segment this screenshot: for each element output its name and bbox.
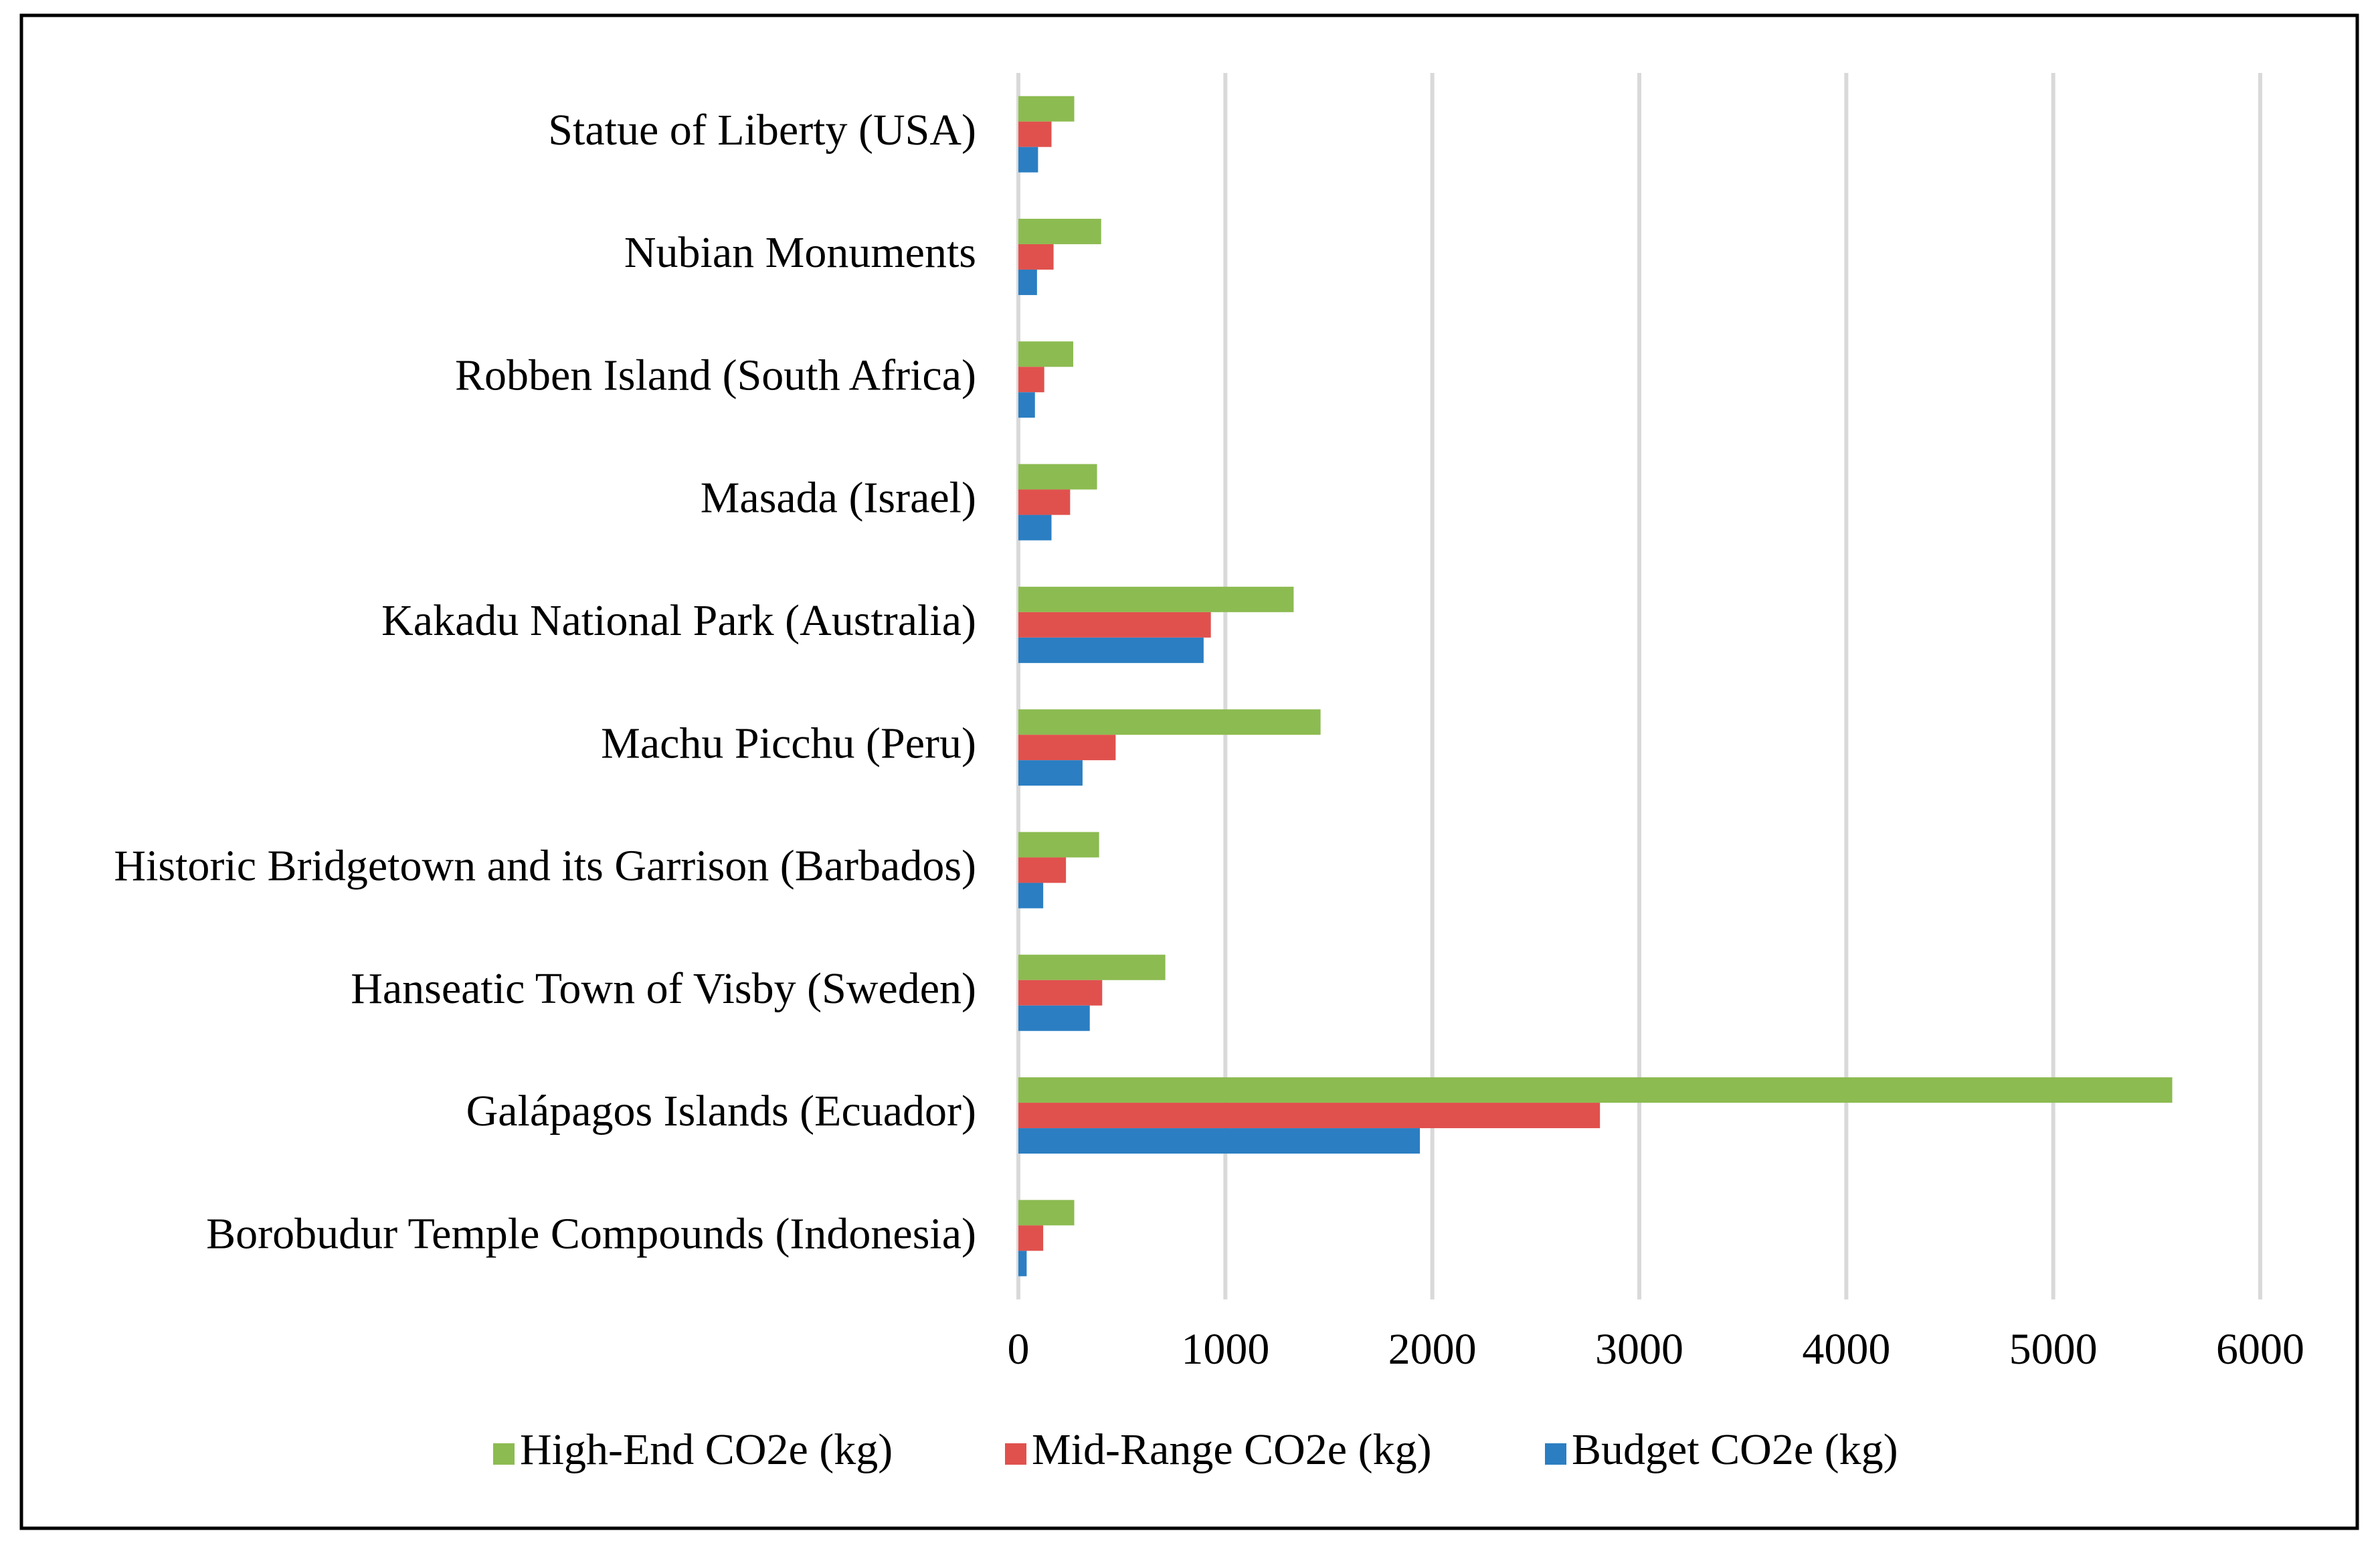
- bar: [1018, 515, 1052, 541]
- y-tick-label: Masada (Israel): [701, 474, 976, 523]
- y-tick-label: Kakadu National Park (Australia): [381, 596, 976, 645]
- bar: [1018, 1128, 1421, 1154]
- bar: [1018, 857, 1067, 883]
- bar: [1018, 883, 1044, 909]
- bar: [1018, 392, 1035, 418]
- bar: [1018, 709, 1321, 735]
- x-tick-label: 6000: [2216, 1325, 2304, 1374]
- y-tick-label: Nubian Monuments: [624, 228, 976, 277]
- legend-swatch: [1005, 1443, 1026, 1465]
- x-tick-label: 1000: [1181, 1325, 1269, 1374]
- bar: [1018, 1225, 1044, 1251]
- x-tick-label: 3000: [1595, 1325, 1683, 1374]
- y-tick-label: Hanseatic Town of Visby (Sweden): [351, 964, 976, 1013]
- bar: [1018, 637, 1204, 663]
- bar: [1018, 980, 1103, 1006]
- bar: [1018, 244, 1054, 270]
- legend-label: Budget CO2e (kg): [1572, 1425, 1898, 1474]
- y-tick-label: Galápagos Islands (Ecuador): [466, 1087, 976, 1135]
- bar: [1018, 341, 1073, 367]
- bar: [1018, 1251, 1027, 1277]
- x-tick-label: 2000: [1388, 1325, 1477, 1374]
- bar: [1018, 96, 1075, 122]
- y-tick-label: Statue of Liberty (USA): [548, 106, 976, 155]
- bar: [1018, 367, 1044, 393]
- bar: [1018, 1005, 1090, 1031]
- y-tick-label: Machu Picchu (Peru): [601, 719, 976, 767]
- legend-swatch: [1545, 1443, 1566, 1465]
- bar: [1018, 121, 1052, 147]
- bar: [1018, 147, 1038, 173]
- bar: [1018, 832, 1099, 858]
- legend-swatch: [493, 1443, 515, 1465]
- x-tick-label: 5000: [2009, 1325, 2098, 1374]
- bar: [1018, 760, 1083, 786]
- chart-frame: [19, 13, 2359, 1530]
- legend-label: High-End CO2e (kg): [520, 1425, 893, 1474]
- bar: [1018, 1077, 2173, 1103]
- x-tick-label: 4000: [1802, 1325, 1890, 1374]
- x-tick-label: 0: [1008, 1325, 1030, 1374]
- bar: [1018, 218, 1101, 244]
- bar: [1018, 1200, 1075, 1226]
- bar: [1018, 954, 1166, 980]
- bar: [1018, 586, 1294, 612]
- legend-label: Mid-Range CO2e (kg): [1032, 1425, 1432, 1474]
- y-tick-label: Historic Bridgetown and its Garrison (Ba…: [114, 842, 976, 891]
- bar: [1018, 612, 1211, 638]
- bar: [1018, 464, 1097, 490]
- y-tick-label: Robben Island (South Africa): [455, 351, 976, 399]
- bar: [1018, 269, 1037, 295]
- bar: [1018, 489, 1071, 515]
- bar: [1018, 735, 1116, 761]
- y-tick-label: Borobudur Temple Compounds (Indonesia): [206, 1209, 976, 1258]
- bar: [1018, 1103, 1600, 1129]
